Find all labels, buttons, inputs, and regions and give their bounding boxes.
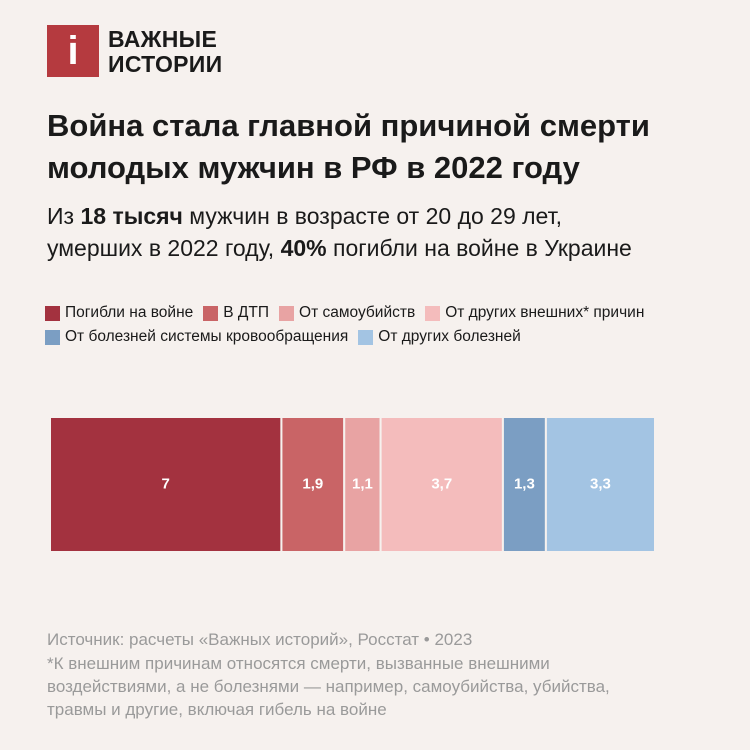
legend-swatch	[425, 305, 441, 321]
legend-label: От других болезней	[378, 328, 521, 345]
legend-label: От самоубийств	[299, 304, 416, 321]
legend-swatch	[45, 305, 60, 321]
logo-line: ИСТОРИИ	[108, 51, 223, 77]
subtitle-highlight: 18 тысяч	[80, 203, 183, 229]
legend-item: От болезней системы кровообращения	[45, 327, 348, 347]
source: Источник: расчеты «Важных историй», Росс…	[47, 630, 473, 649]
legend-label: В ДТП	[223, 304, 270, 321]
subtitle-highlight: 40%	[280, 235, 327, 261]
subtitle-text: погибли на войне в Украине	[326, 235, 632, 261]
subtitle-text: Из	[47, 203, 81, 229]
bar-segment	[280, 416, 346, 553]
legend-item: От других болезней	[358, 327, 521, 347]
chart: 7 1,9 1,1 3,7 1,3 3,3	[49, 416, 656, 553]
value-label: 1,1	[352, 475, 373, 492]
footnote: *К внешним причинам относятся смерти, вы…	[47, 654, 610, 719]
bar-segment	[544, 416, 656, 553]
legend-swatch	[358, 329, 374, 345]
logo-name: ВАЖНЫЕ ИСТОРИИ	[108, 27, 222, 77]
legend-label: От других внешних* причин	[445, 304, 645, 321]
legend-item: В ДТП	[203, 303, 269, 323]
legend-label: Погибли на войне	[65, 304, 194, 321]
subtitle-text: мужчин в возрасте от 20 до 29 лет,	[182, 203, 562, 229]
chart-title: Война стала главной причиной смерти молод…	[47, 105, 737, 189]
value-label: 3,3	[590, 475, 611, 492]
bar-segment	[501, 416, 547, 553]
value-label: 1,3	[514, 475, 535, 492]
legend-item: От других внешних* причин	[425, 303, 644, 323]
chart-subtitle: Из 18 тысяч мужчин в возрасте от 20 до 2…	[47, 200, 737, 264]
subtitle-text: умерших в 2022 году,	[47, 235, 281, 261]
legend-swatch	[279, 305, 295, 321]
title-line: Война стала главной причиной смерти	[47, 108, 650, 143]
legend-swatch	[203, 305, 219, 321]
value-label: 7	[162, 475, 170, 492]
bar-segment	[379, 416, 504, 553]
legend-item: Погибли на войне	[45, 303, 193, 323]
subtitle-line: умерших в 2022 году, 40% погибли на войн…	[47, 232, 737, 264]
legend-swatch	[45, 329, 60, 345]
bar-segment	[49, 416, 283, 553]
legend: Погибли на войне В ДТП От самоубийств От др…	[45, 303, 685, 347]
title-line: молодых мужчин в РФ в 2022 году	[47, 150, 580, 185]
legend-label: От болезней системы кровообращения	[65, 328, 349, 345]
value-label: 1,9	[302, 475, 323, 492]
logo-line: ВАЖНЫЕ	[108, 26, 218, 52]
bar-segment	[343, 416, 382, 553]
legend-item: От самоубийств	[279, 303, 415, 323]
value-label: 3,7	[431, 475, 452, 492]
logo-mark: i	[47, 25, 99, 77]
subtitle-line: Из 18 тысяч мужчин в возрасте от 20 до 2…	[47, 200, 737, 232]
